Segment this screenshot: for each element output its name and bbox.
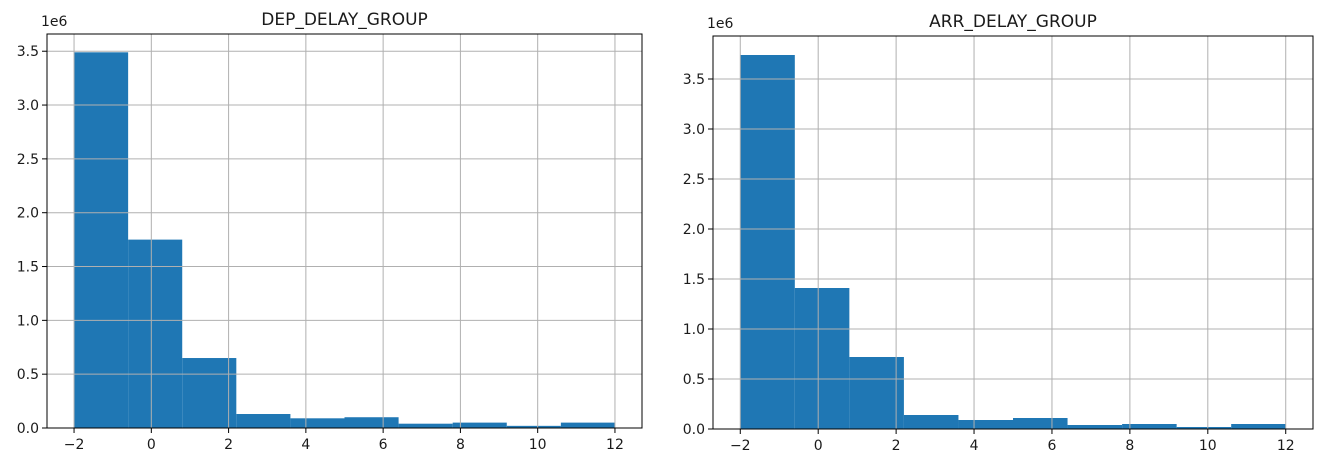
histogram-bar xyxy=(794,288,850,429)
y-tick-label: 1.0 xyxy=(683,322,705,338)
x-tick-label: 10 xyxy=(1199,438,1217,454)
x-tick-label: −2 xyxy=(64,437,85,453)
y-tick-label: 3.5 xyxy=(683,72,705,88)
y-tick-label: 3.0 xyxy=(683,122,705,138)
histogram-bar xyxy=(1013,418,1068,429)
y-tick-label: 3.0 xyxy=(17,98,39,114)
chart-title: ARR_DELAY_GROUP xyxy=(929,12,1097,32)
x-tick-label: 2 xyxy=(224,437,233,453)
y-tick-label: 3.5 xyxy=(17,44,39,60)
y-tick-label: 1.5 xyxy=(683,272,705,288)
x-tick-label: 12 xyxy=(1277,438,1295,454)
y-tick-label: 0.5 xyxy=(683,372,705,388)
histogram-bar xyxy=(958,420,1013,429)
y-tick-label: 2.0 xyxy=(683,222,705,238)
histogram-bar xyxy=(903,415,959,429)
y-tick-label: 0.0 xyxy=(17,421,39,437)
histogram-bar xyxy=(506,425,561,428)
x-tick-label: 12 xyxy=(606,437,624,453)
y-tick-label: 2.0 xyxy=(17,206,39,222)
y-tick-label: 0.5 xyxy=(17,367,39,383)
histogram-bar xyxy=(74,52,129,429)
arr-delay-histogram: −2 0 2 4 6 8 10 12 0.0 0.5 1.0 1.5 2.0 2.5 3.0 3.5 1e6 AR… xyxy=(683,12,1314,454)
x-tick-label: 8 xyxy=(1125,438,1134,454)
histogram-bar xyxy=(398,423,453,428)
plot-frame xyxy=(46,33,643,429)
histogram-bar xyxy=(236,414,291,428)
histogram-bar xyxy=(1231,424,1286,429)
histogram-bar xyxy=(182,358,237,428)
axis-offset-label: 1e6 xyxy=(707,16,734,32)
x-tick-label: 4 xyxy=(970,438,979,454)
y-tick-label: 1.5 xyxy=(17,260,39,276)
chart-title: DEP_DELAY_GROUP xyxy=(261,10,428,30)
y-tick-label: 2.5 xyxy=(683,172,705,188)
x-tick-label: 10 xyxy=(529,437,547,453)
axis-offset-label: 1e6 xyxy=(41,14,68,30)
x-tick-label: 0 xyxy=(147,437,156,453)
x-tick-label: 2 xyxy=(892,438,901,454)
histogram-bar xyxy=(128,239,183,428)
histogram-bar xyxy=(344,417,399,428)
x-tick-label: 4 xyxy=(301,437,310,453)
x-tick-label: 0 xyxy=(814,438,823,454)
histogram-bar xyxy=(560,422,615,428)
plot-frame xyxy=(712,35,1314,430)
x-tick-label: −2 xyxy=(730,438,751,454)
y-tick-label: 0.0 xyxy=(683,422,705,438)
x-tick-label: 6 xyxy=(379,437,388,453)
histogram-bar xyxy=(1176,427,1232,429)
x-tick-label: 8 xyxy=(456,437,465,453)
histogram-bar xyxy=(1122,424,1177,429)
histogram-bar xyxy=(1067,425,1123,429)
histogram-bar xyxy=(849,357,904,429)
x-tick-label: 6 xyxy=(1048,438,1057,454)
histogram-bar xyxy=(452,422,507,428)
y-tick-label: 1.0 xyxy=(17,313,39,329)
histogram-bar xyxy=(290,418,345,428)
histogram-bar xyxy=(740,55,795,429)
y-tick-label: 2.5 xyxy=(17,152,39,168)
